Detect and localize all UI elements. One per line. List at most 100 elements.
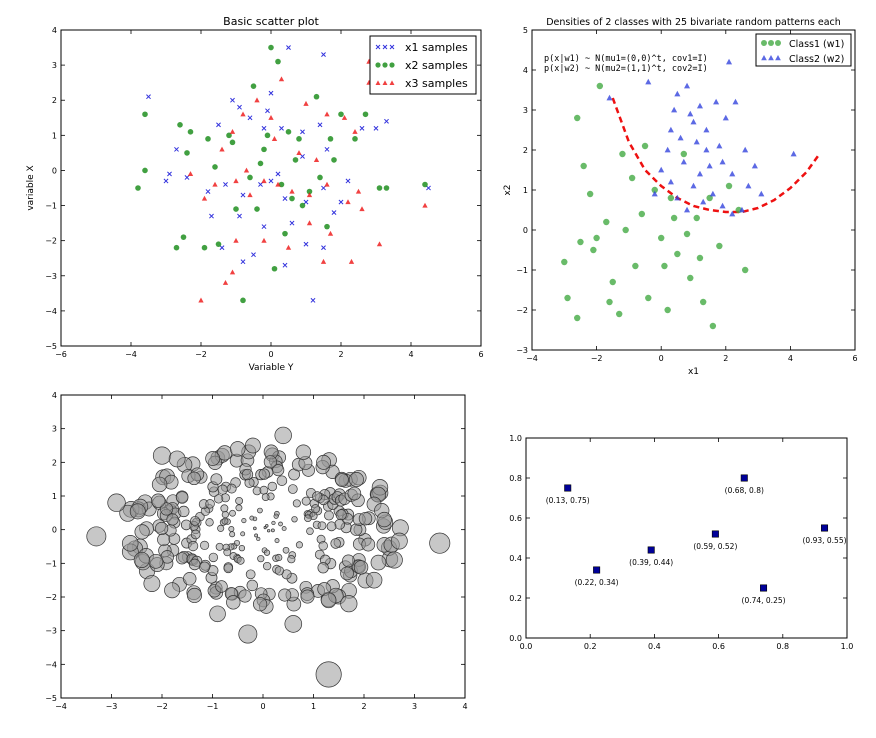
bubble: [188, 558, 201, 571]
legend-marker: [389, 62, 395, 68]
x3-point: [187, 171, 194, 177]
x3-point: [285, 244, 292, 250]
labeled-points-plot: 0.0 0.2 0.4 0.6 0.8 1.0 0.0 0.2 0.4 0.6 0.8 1.0 (0.1…: [509, 434, 853, 651]
class2-point: [725, 58, 733, 65]
class1-point: [709, 322, 717, 330]
x-tick-label: −4: [55, 702, 67, 711]
bubble: [226, 595, 241, 610]
y-tick-label: 0.6: [509, 514, 522, 523]
point-label: (0.13, 0.75): [546, 496, 590, 505]
bubble: [324, 510, 334, 521]
x1-point: [163, 178, 169, 184]
class2-point: [713, 98, 720, 105]
class2-point: [671, 106, 678, 113]
x1-point: [426, 185, 431, 191]
x1-point: [303, 241, 309, 247]
y-tick-label: 1: [52, 131, 57, 140]
class1-point: [670, 214, 678, 222]
class2-point: [690, 182, 697, 189]
x3-point: [306, 220, 313, 226]
y-tick-label: −1: [516, 266, 528, 275]
x1-point: [174, 146, 179, 152]
x3-point: [296, 150, 302, 155]
x2-point: [229, 139, 236, 146]
class1-point: [561, 258, 568, 266]
class2-point: [667, 178, 674, 185]
x1-point: [310, 297, 316, 303]
x1-point: [247, 115, 253, 121]
bubble: [223, 563, 234, 574]
x1-point: [345, 178, 351, 184]
class1-point: [622, 226, 629, 234]
bubble: [228, 526, 235, 532]
x2-point: [173, 244, 180, 251]
bubble: [335, 509, 347, 521]
bubble: [107, 493, 126, 512]
data-point: [821, 524, 829, 532]
x3-point: [222, 280, 229, 285]
point-label: (0.59, 0.52): [693, 542, 737, 551]
bubble: [183, 572, 197, 586]
y-tick-label: 0.0: [509, 634, 522, 643]
x3-point: [254, 97, 260, 103]
x2-point: [240, 297, 246, 304]
bubble: [330, 538, 341, 549]
bubble: [263, 549, 271, 556]
x3-point: [359, 206, 365, 212]
bubble: [257, 507, 263, 514]
legend-marker: [375, 80, 381, 85]
x3-point: [233, 178, 239, 184]
bubble: [129, 503, 146, 520]
class2-point: [684, 206, 691, 213]
class2-point: [667, 126, 674, 133]
basic-scatter-plot: −6 −4 −2 0 2 4 6 −5 −4 −3 −2 −1 0 1 2 3 4 Basic scatter p…: [26, 15, 484, 373]
bubble: [213, 494, 224, 504]
x3-point: [306, 192, 313, 198]
x2-point: [180, 234, 187, 240]
bubble: [221, 517, 229, 525]
bubble: [271, 520, 276, 526]
class2-point: [751, 162, 758, 169]
x1-point: [321, 52, 326, 58]
bubble: [121, 535, 139, 552]
x3-point: [261, 178, 267, 184]
legend-label: x3 samples: [405, 77, 468, 90]
class1-point: [616, 310, 623, 318]
bubble: [312, 491, 323, 502]
legend-marker: [761, 55, 767, 61]
bubble: [361, 537, 376, 552]
bubble: [223, 548, 232, 557]
y-tick-label: −3: [45, 272, 57, 281]
bubble: [256, 536, 261, 542]
bubble: [291, 516, 298, 523]
x2-point: [254, 206, 260, 212]
bubble: [320, 592, 337, 609]
x1-point: [289, 220, 295, 226]
x1-point: [373, 125, 379, 131]
x1-point: [216, 122, 221, 128]
x-tick-label: 0: [659, 354, 664, 363]
x-tick-label: 1.0: [841, 642, 854, 651]
x2-point: [233, 206, 239, 212]
bubble: [187, 540, 199, 552]
x1-point: [209, 213, 214, 219]
class1-point: [651, 186, 658, 194]
x2-point: [142, 111, 148, 118]
y-tick-label: −5: [45, 342, 57, 351]
x3-point: [327, 230, 334, 236]
bubble: [267, 481, 278, 492]
y-tick-label: −5: [45, 694, 57, 703]
x2-point: [275, 58, 281, 65]
class1-point: [680, 150, 688, 158]
y-tick-label: 1.0: [509, 434, 522, 443]
class2-point: [719, 158, 726, 165]
class1-point: [667, 194, 675, 202]
bubble: [262, 561, 272, 571]
bubble: [263, 455, 277, 469]
bubble: [353, 560, 369, 575]
bubble: [180, 519, 192, 531]
bubble: [306, 527, 314, 535]
y-tick-label: −2: [45, 237, 57, 246]
class2-point: [680, 158, 687, 165]
